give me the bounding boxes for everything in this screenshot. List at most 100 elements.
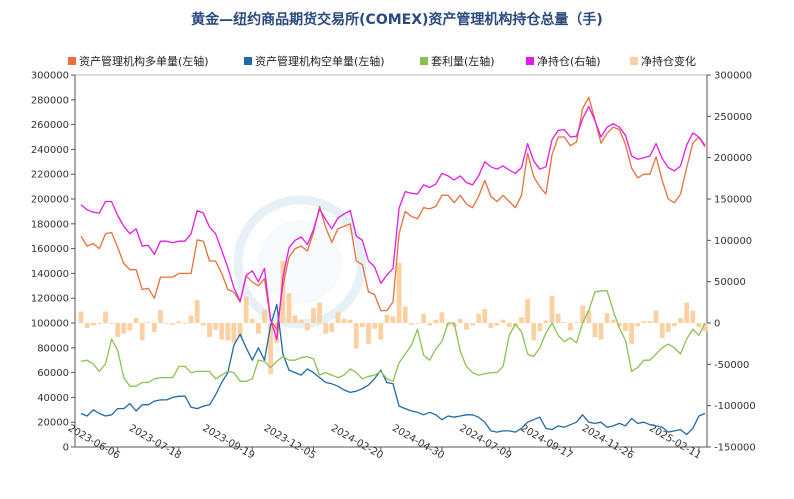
net-change-bar xyxy=(188,315,194,323)
net-change-bar xyxy=(194,299,200,323)
net-change-bar xyxy=(653,310,659,323)
left-tick-label: 160000 xyxy=(31,244,69,255)
net-change-bar xyxy=(292,315,298,323)
net-change-bar xyxy=(537,323,543,332)
legend-item: 套利量(左轴) xyxy=(420,54,495,68)
net-change-bar xyxy=(164,323,170,324)
net-change-bar xyxy=(170,323,176,325)
net-change-bar xyxy=(598,323,604,340)
right-tick-label: -150000 xyxy=(714,443,756,454)
legend-label: 资产管理机构多单量(左轴) xyxy=(79,54,209,68)
right-tick-label: 200000 xyxy=(714,153,752,164)
net-change-bar xyxy=(127,323,133,331)
net-change-bar xyxy=(427,323,433,326)
legend-item: 净持仓(右轴) xyxy=(526,54,601,68)
net-change-bar xyxy=(133,318,139,323)
net-change-bar xyxy=(256,323,261,334)
net-change-bar xyxy=(690,310,696,323)
x-axis: 2023-06-06 2023-07-18 2023-09-19 2023-12-05… xyxy=(66,423,707,462)
legend-label: 净持仓变化 xyxy=(641,54,696,68)
net-change-bar xyxy=(678,318,683,323)
net-change-bar xyxy=(115,323,121,338)
net-change-bar xyxy=(672,323,677,327)
net-change-bar xyxy=(635,323,641,327)
plot-area xyxy=(74,74,708,448)
net-change-bar xyxy=(623,323,628,332)
x-tick-label: 2024-11-26 xyxy=(580,423,636,462)
net-change-bar xyxy=(390,316,396,323)
net-change-bar xyxy=(402,306,408,323)
legend-swatch xyxy=(526,57,534,65)
net-change-bar xyxy=(470,323,475,326)
left-tick-label: 80000 xyxy=(37,343,69,354)
left-tick-label: 40000 xyxy=(37,393,69,404)
net-change-bar xyxy=(145,322,151,323)
net-change-bar xyxy=(421,313,426,323)
net-change-bar xyxy=(561,322,567,323)
net-change-bar xyxy=(213,323,218,330)
x-tick-label: 2023-09-19 xyxy=(200,423,256,462)
net-change-bar xyxy=(476,313,482,323)
net-change-bar xyxy=(121,323,127,334)
net-change-bar xyxy=(439,312,445,323)
net-change-bar xyxy=(249,318,255,323)
net-change-bar xyxy=(366,323,371,344)
legend-swatch xyxy=(68,57,76,65)
net-change-bars xyxy=(78,261,708,375)
right-tick-label: 50000 xyxy=(714,277,746,288)
watermark xyxy=(233,195,367,329)
x-tick-label: 2023-12-05 xyxy=(262,423,318,462)
left-tick-label: 220000 xyxy=(31,170,69,181)
left-tick-label: 200000 xyxy=(31,195,69,206)
net-change-bar xyxy=(684,302,690,323)
left-tick-label: 180000 xyxy=(31,219,69,230)
net-change-bar xyxy=(90,323,96,326)
net-change-bar xyxy=(415,323,420,324)
net-change-bar xyxy=(109,323,114,324)
left-tick-label: 280000 xyxy=(31,95,69,106)
net-change-bar xyxy=(549,295,555,323)
net-change-bar xyxy=(329,323,335,333)
net-change-bar xyxy=(580,305,586,323)
net-change-bar xyxy=(304,323,310,331)
net-change-bar xyxy=(488,323,494,328)
x-tick-label: 2023-06-06 xyxy=(66,423,122,462)
net-change-bar xyxy=(335,312,341,323)
net-change-bar xyxy=(586,310,592,323)
legend-item: 资产管理机构空单量(左轴) xyxy=(244,54,385,68)
legend-item: 净持仓变化 xyxy=(630,54,696,68)
net-change-bar xyxy=(604,313,610,323)
net-change-bar xyxy=(298,319,304,323)
net-change-bar xyxy=(360,323,365,328)
net-change-bar xyxy=(341,318,347,323)
net-change-bar xyxy=(610,319,616,323)
net-change-bar xyxy=(525,299,530,323)
x-tick-label: 2024-07-09 xyxy=(457,423,513,462)
net-change-bar xyxy=(78,311,84,323)
net-change-bar xyxy=(152,323,157,333)
net-change-bar xyxy=(311,308,316,323)
net-change-bar xyxy=(176,321,182,323)
net-change-bar xyxy=(103,311,108,323)
net-change-bar xyxy=(531,323,537,341)
net-change-bar xyxy=(629,323,634,344)
net-change-bar xyxy=(641,321,647,323)
net-change-bar xyxy=(372,323,378,329)
legend-swatch xyxy=(244,57,252,65)
right-tick-label: 100000 xyxy=(714,236,752,247)
net-change-bar xyxy=(396,262,402,323)
left-axis: 0 20000 40000 60000 80000 100000 120000 140000 1… xyxy=(31,71,76,454)
net-change-bar xyxy=(408,323,414,325)
right-tick-label: 300000 xyxy=(714,71,752,82)
net-change-bar xyxy=(378,323,384,340)
net-change-bar xyxy=(433,319,439,323)
net-change-bar xyxy=(347,319,353,323)
left-tick-label: 20000 xyxy=(37,418,69,429)
net-change-bar xyxy=(616,323,622,327)
legend-label: 净持仓(右轴) xyxy=(537,54,601,68)
net-change-bar xyxy=(574,322,579,323)
legend: 资产管理机构多单量(左轴) 资产管理机构空单量(左轴) 套利量(左轴) 净持仓(右轴)… xyxy=(68,54,696,68)
net-change-bar xyxy=(500,319,506,323)
right-axis: -150000 -100000 -50000 0 50000 100000 150000 20… xyxy=(706,71,756,454)
left-tick-label: 260000 xyxy=(31,120,69,131)
